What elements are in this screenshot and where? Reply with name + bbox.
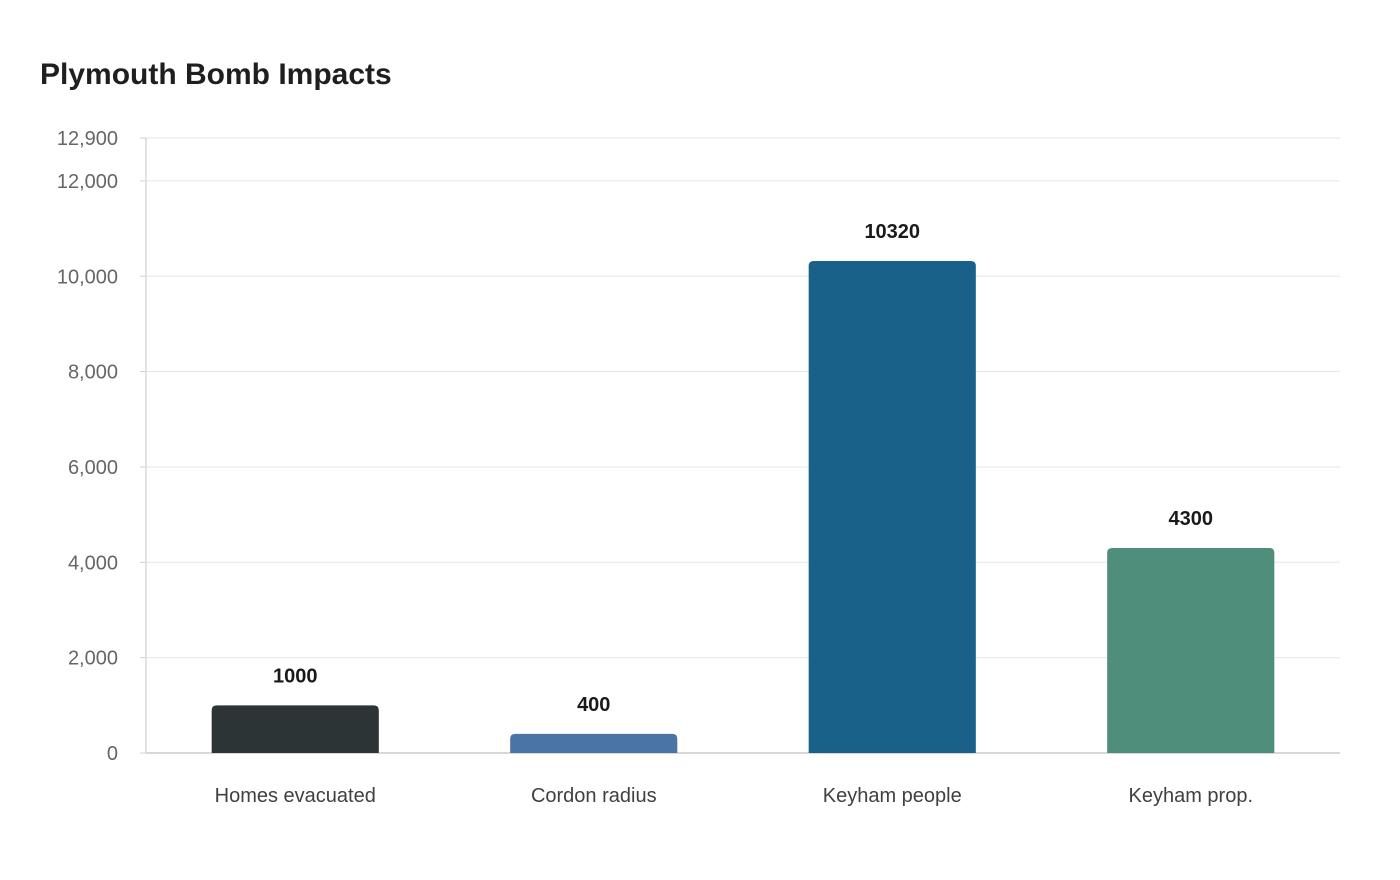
data-label: 4300 [1169, 508, 1214, 530]
bar [808, 261, 976, 753]
data-label: 10320 [864, 221, 920, 243]
y-tick-label: 12,900 [57, 128, 118, 150]
gridlines [146, 137, 1340, 659]
labels: 0 2,000 4,000 6,000 8,000 10,000 12,000 12,900 1… [57, 128, 1253, 807]
y-tick-label: 8,000 [68, 362, 118, 384]
chart-title: Plymouth Bomb Impacts [40, 58, 392, 91]
y-tick-label: 2,000 [68, 648, 118, 670]
x-category-label: Keyham prop. [1128, 785, 1253, 807]
y-tick-label: 0 [107, 743, 118, 765]
x-category-label: Keyham people [823, 785, 962, 807]
bar [1107, 548, 1275, 753]
bar [510, 733, 678, 753]
bars [211, 261, 1275, 753]
y-tick-label: 6,000 [68, 457, 118, 479]
y-tick-label: 4,000 [68, 552, 118, 574]
data-label: 1000 [273, 665, 318, 687]
data-label: 400 [577, 694, 610, 716]
bar [211, 705, 379, 753]
x-category-label: Cordon radius [531, 785, 657, 807]
x-category-label: Homes evacuated [215, 785, 376, 807]
y-tick-label: 12,000 [57, 171, 118, 193]
y-tick-label: 10,000 [57, 266, 118, 288]
